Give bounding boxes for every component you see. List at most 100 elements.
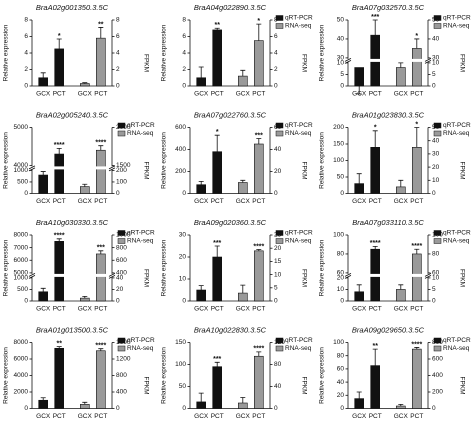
significance: **** (253, 243, 264, 250)
bar (54, 347, 65, 409)
tick-label: 200 (333, 124, 344, 131)
tick-label: 0 (432, 405, 436, 412)
tick-label: 40 (274, 383, 282, 390)
legend-label: RNA-seq (443, 238, 470, 245)
x-tick-label: GCX (194, 91, 209, 98)
panel-title: BraA04g022890.3.5C (194, 3, 267, 12)
error-bar (372, 348, 378, 366)
x-tick-label: PCT (94, 413, 107, 420)
bar (212, 29, 222, 87)
tick-label: 0 (340, 405, 344, 412)
tick-label: 20 (274, 245, 282, 252)
tick-label: 0 (24, 405, 28, 412)
y-axis-label: Relative expression (3, 239, 10, 296)
error-bar (398, 62, 404, 68)
error-bar (356, 67, 362, 95)
axis-break-mark (108, 165, 116, 170)
tick-label: 5 (340, 71, 344, 78)
tick-label: 4000 (14, 162, 29, 169)
bar (38, 77, 49, 87)
error-bar (356, 391, 362, 399)
legend-swatch (433, 345, 442, 352)
bar (196, 401, 206, 409)
x-tick-label: GCX (394, 91, 409, 98)
bar (196, 184, 206, 194)
axis-break-mark (344, 273, 352, 277)
panel-title: BraA07g032570.3.5C (352, 3, 425, 12)
significance: * (58, 33, 61, 40)
significance: **** (95, 343, 106, 350)
tick-label: 0 (116, 190, 120, 197)
error-bar (240, 397, 246, 403)
bar (96, 350, 106, 409)
x-tick-label: PCT (410, 413, 423, 420)
axis-break-gap (346, 58, 350, 62)
bar (54, 241, 65, 302)
tick-label: 8000 (14, 339, 29, 346)
tick-label: 30 (432, 151, 440, 158)
y-axis-label: Relative expression (3, 132, 10, 189)
y2-axis-label: FPKM (142, 269, 149, 287)
x-tick-label: PCT (211, 91, 224, 98)
tick-label: 5 (432, 286, 436, 293)
significance: ** (214, 22, 220, 29)
bar (370, 365, 381, 409)
tick-label: 40 (274, 146, 282, 153)
tick-label: 0 (116, 405, 120, 412)
bar-break-gap (95, 166, 107, 170)
bar (196, 289, 206, 302)
bar (54, 48, 65, 87)
significance: *** (97, 245, 105, 252)
bar (411, 48, 422, 87)
error-bar (98, 27, 104, 39)
legend-swatch (433, 15, 442, 21)
significance: * (374, 125, 377, 132)
tick-label: 10 (432, 177, 440, 184)
bar (38, 174, 49, 194)
panel-title: BraA02g001350.3.5C (36, 3, 109, 12)
x-tick-label: GCX (78, 91, 93, 98)
error-bar (214, 361, 220, 367)
legend-swatch (433, 130, 442, 137)
axis-break-mark (424, 58, 432, 62)
axis-break-gap (346, 273, 350, 277)
error-bar (214, 134, 220, 152)
tick-label: 30 (179, 232, 187, 239)
tick-label: 10 (432, 60, 440, 67)
legend-swatch (117, 122, 126, 129)
tick-label: 80 (337, 352, 345, 359)
legend-swatch (117, 230, 126, 236)
x-tick-label: PCT (211, 306, 224, 313)
bar (354, 398, 365, 409)
x-tick-label: PCT (211, 198, 224, 205)
x-tick-label: GCX (36, 413, 51, 420)
bar (238, 292, 248, 302)
x-tick-label: GCX (394, 306, 409, 313)
axis-break-gap (426, 58, 430, 62)
x-tick-label: PCT (94, 306, 107, 313)
significance: **** (54, 233, 65, 240)
tick-label: 0 (182, 405, 186, 412)
y-axis-label: Relative expression (319, 347, 326, 404)
tick-label: 0 (274, 83, 278, 90)
bar (395, 186, 406, 194)
error-bar (40, 287, 46, 292)
tick-label: 40 (116, 275, 124, 282)
legend-swatch (275, 15, 284, 21)
tick-label: 30 (337, 55, 345, 62)
x-tick-label: GCX (352, 306, 367, 313)
tick-label: 4 (274, 50, 278, 57)
bar (38, 291, 49, 302)
y-axis-label: Relative expression (161, 347, 168, 404)
tick-label: 20 (274, 168, 282, 175)
legend-label: qRT-PCR (127, 122, 155, 129)
tick-label: 400 (116, 270, 127, 277)
y-axis-label: Relative expression (161, 239, 168, 296)
tick-label: 400 (432, 372, 443, 379)
panel-title: BraA09g029650.3.5C (352, 325, 425, 334)
significance: **** (370, 240, 381, 247)
error-bar (240, 284, 246, 294)
error-bar (198, 181, 204, 185)
x-tick-label: PCT (410, 91, 423, 98)
error-bar (356, 284, 362, 292)
